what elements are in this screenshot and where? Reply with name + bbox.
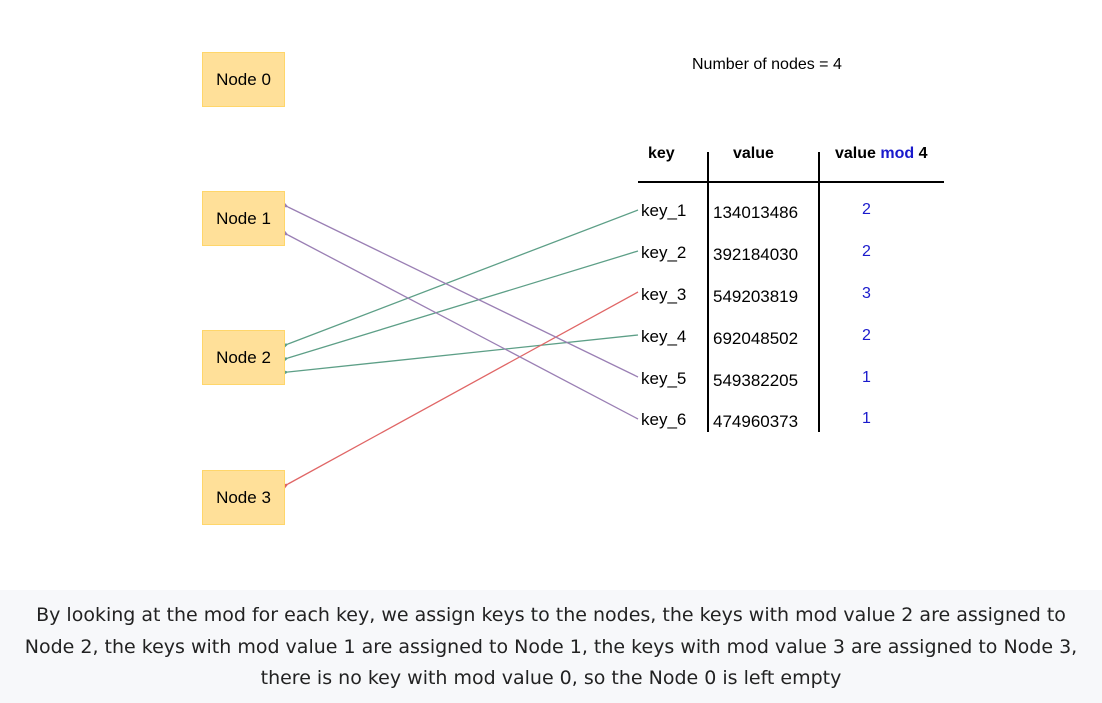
arrow-key3-to-node3	[288, 292, 638, 484]
arrow-key2-to-node2	[288, 251, 638, 358]
node-1-box: Node 1	[202, 191, 285, 246]
nodes-count-label: Number of nodes = 4	[692, 56, 842, 74]
node-3-label: Node 3	[216, 488, 271, 508]
table-cell-value: 692048502	[713, 329, 798, 349]
caption-text: By looking at the mod for each key, we a…	[0, 590, 1102, 703]
table-column-divider-2	[818, 152, 820, 432]
table-cell-mod: 3	[862, 285, 871, 303]
table-cell-mod: 2	[862, 327, 871, 345]
table-cell-value: 392184030	[713, 245, 798, 265]
mod-header-prefix: value	[835, 145, 876, 162]
node-1-label: Node 1	[216, 209, 271, 229]
table-cell-value: 474960373	[713, 412, 798, 432]
table-cell-key: key_4	[641, 327, 686, 347]
assignment-arrows	[0, 0, 1102, 560]
arrow-key1-to-node2	[288, 210, 638, 344]
table-cell-mod: 2	[862, 201, 871, 219]
node-0-label: Node 0	[216, 70, 271, 90]
mod-header-suffix: 4	[919, 145, 928, 162]
table-cell-value: 549203819	[713, 287, 798, 307]
table-cell-key: key_5	[641, 369, 686, 389]
table-cell-value: 134013486	[713, 203, 798, 223]
arrow-key6-to-node1	[288, 235, 638, 419]
node-3-box: Node 3	[202, 470, 285, 525]
table-cell-mod: 1	[862, 369, 871, 387]
table-cell-value: 549382205	[713, 371, 798, 391]
table-cell-key: key_2	[641, 243, 686, 263]
table-cell-key: key_1	[641, 201, 686, 221]
table-header-key: key	[648, 145, 675, 163]
arrow-key5-to-node1	[288, 207, 638, 377]
node-0-box: Node 0	[202, 52, 285, 107]
table-cell-key: key_6	[641, 410, 686, 430]
table-cell-key: key_3	[641, 285, 686, 305]
mod-header-word: mod	[880, 145, 914, 162]
node-2-box: Node 2	[202, 330, 285, 385]
arrow-key4-to-node2	[288, 335, 638, 372]
table-cell-mod: 2	[862, 243, 871, 261]
table-cell-mod: 1	[862, 410, 871, 428]
node-2-label: Node 2	[216, 348, 271, 368]
table-header-value: value	[733, 145, 774, 163]
table-header-divider	[638, 181, 944, 183]
table-column-divider-1	[707, 152, 709, 432]
table-header-mod: value mod 4	[835, 145, 928, 163]
